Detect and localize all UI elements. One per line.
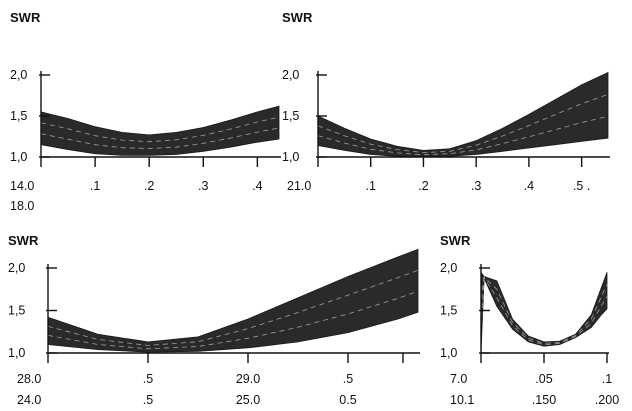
- swr-panel-2: SWR 1,0 1,5 2,0 21.0 .1 .2 .3 .4 .5 .: [282, 10, 610, 193]
- x-tick-label: .2: [418, 179, 428, 193]
- y-tick-label: 2,0: [282, 68, 299, 82]
- x-tick-label: 10.1: [450, 393, 474, 407]
- band-streak: [47, 269, 419, 346]
- y-tick-label: 2,0: [10, 68, 27, 82]
- x-tick-label: .5 .: [573, 179, 590, 193]
- x-tick-label: 29.0: [236, 372, 260, 386]
- y-axis-title: SWR: [10, 10, 41, 25]
- band-streak: [317, 94, 609, 154]
- x-tick-label: .5: [143, 372, 153, 386]
- swr-band: [47, 248, 419, 353]
- band-streak: [317, 115, 609, 156]
- x-tick-label: 21.0: [287, 179, 311, 193]
- x-tick-label: .3: [471, 179, 481, 193]
- x-tick-label: .4: [524, 179, 534, 193]
- band-streak: [480, 276, 608, 346]
- x-tick-label: 18.0: [10, 199, 34, 213]
- y-tick-label: 1,5: [10, 109, 27, 123]
- y-tick-label: 1,0: [10, 150, 27, 164]
- band-streak: [47, 290, 419, 350]
- swr-band: [40, 105, 280, 156]
- swr-band: [480, 271, 608, 354]
- x-tick-label: .1: [366, 179, 376, 193]
- y-tick-label: 2,0: [8, 261, 25, 275]
- y-tick-label: 2,0: [440, 261, 457, 275]
- x-tick-label: 0.5: [339, 393, 356, 407]
- x-tick-label: 14.0: [10, 179, 34, 193]
- x-tick-label: .1: [90, 179, 100, 193]
- y-axis-title: SWR: [282, 10, 313, 25]
- x-tick-label: .150: [532, 393, 556, 407]
- x-tick-label: 24.0: [17, 393, 41, 407]
- x-tick-label: .4: [252, 179, 262, 193]
- y-tick-label: 1,5: [282, 109, 299, 123]
- y-tick-label: 1,5: [440, 304, 457, 318]
- y-tick-label: 1,5: [8, 304, 25, 318]
- x-tick-label: .5: [143, 393, 153, 407]
- x-tick-label: 28.0: [17, 372, 41, 386]
- y-tick-label: 1,0: [440, 346, 457, 360]
- y-axis-title: SWR: [8, 233, 39, 248]
- swr-panel-4: SWR 1,0 1,5 2,0 7.0 10.1 .05 .150 .1 .200: [440, 233, 619, 407]
- x-tick-label: .5: [343, 372, 353, 386]
- x-tick-label: .1: [602, 372, 612, 386]
- swr-panel-1: SWR 1,0 1,5 2,0 14.0 18.0 .1 .2 .3 .4: [10, 10, 281, 213]
- x-tick-label: .200: [595, 393, 619, 407]
- x-tick-label: 7.0: [450, 372, 467, 386]
- y-tick-label: 1,0: [8, 346, 25, 360]
- y-axis-title: SWR: [440, 233, 471, 248]
- x-tick-label: .2: [144, 179, 154, 193]
- y-tick-label: 1,0: [282, 150, 299, 164]
- swr-panel-3: SWR 1,0 1,5 2,0 28.0 24.0 .5 .5 29.0 25.0 .5 0.5: [8, 233, 420, 407]
- swr-band: [317, 71, 609, 158]
- x-tick-label: .3: [198, 179, 208, 193]
- x-tick-label: .05: [535, 372, 552, 386]
- x-tick-label: 25.0: [236, 393, 260, 407]
